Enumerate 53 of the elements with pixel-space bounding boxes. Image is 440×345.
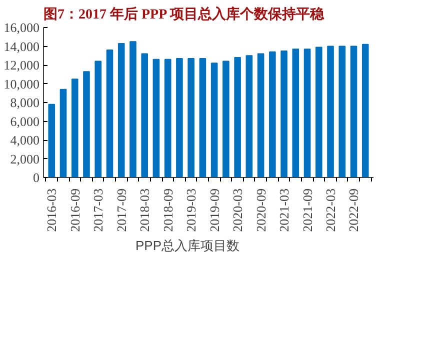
- bar: [83, 71, 90, 178]
- x-tick-label: 2019-03: [184, 188, 199, 232]
- text: PPP总入库项目数: [135, 237, 240, 255]
- bar: [94, 60, 102, 178]
- bar: [48, 104, 56, 178]
- x-tick-label: 2021-09: [300, 188, 315, 232]
- y-tick-label: 8,000: [10, 95, 40, 110]
- bar: [176, 58, 183, 178]
- bar: [71, 78, 78, 178]
- bar: [362, 44, 369, 178]
- x-tick-label: 2018-09: [160, 188, 176, 232]
- bar: [246, 55, 253, 178]
- chart-title: 图7：2017 年后 PPP 项目总入库个数保持平稳: [44, 6, 325, 22]
- bar: [222, 60, 230, 178]
- y-tick-label: 16,000: [4, 20, 40, 35]
- y-tick-label: 2,000: [10, 151, 40, 166]
- bar: [164, 58, 172, 178]
- x-tick-label: 2022-09: [346, 188, 362, 232]
- bar: [257, 53, 264, 178]
- bar: [118, 42, 125, 178]
- bar: [199, 58, 206, 178]
- bar: [234, 57, 241, 178]
- bar: [304, 48, 311, 178]
- x-tick-label: 2021-03: [276, 188, 292, 232]
- y-tick-label: 12,000: [4, 58, 40, 72]
- y-tick-label: 14,000: [4, 38, 40, 54]
- bar: [350, 46, 358, 178]
- x-tick-label: 2020-09: [253, 188, 268, 232]
- x-tick-label: 2017-09: [114, 188, 129, 232]
- x-tick-label: 2016-09: [67, 188, 82, 232]
- bar: [315, 46, 322, 178]
- x-tick-label: 2016-03: [44, 188, 60, 232]
- x-tick-label: 2018-03: [137, 188, 152, 232]
- x-tick-label: 2020-03: [230, 188, 246, 232]
- bar: [327, 46, 334, 178]
- y-tick-label: 0: [33, 170, 40, 185]
- bar: [106, 50, 114, 178]
- bar: [130, 41, 136, 178]
- bar: [141, 53, 148, 178]
- bar: [60, 88, 67, 178]
- bar: [210, 62, 218, 178]
- bar: [188, 58, 194, 178]
- y-tick-label: 10,000: [4, 76, 40, 92]
- bar: [338, 46, 346, 178]
- x-tick-label: 2019-09: [206, 188, 222, 232]
- x-tick-label: 2017-03: [90, 188, 106, 232]
- bar: [152, 58, 160, 178]
- y-tick-label: 6,000: [10, 114, 40, 129]
- bar: [292, 48, 300, 178]
- bar: [280, 50, 288, 178]
- bar: [269, 51, 276, 178]
- x-tick-label: 2022-03: [323, 188, 338, 232]
- y-tick-label: 4,000: [10, 132, 40, 148]
